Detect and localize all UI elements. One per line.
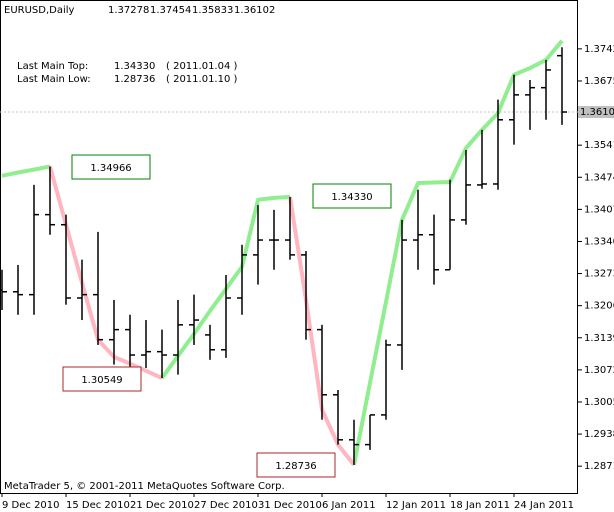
y-tick-label: 1.36750 [584, 76, 614, 87]
annotation-date: ( 2011.01.10 ) [166, 74, 238, 85]
annotation-label: Last Main Low: [17, 74, 91, 85]
y-tick-label: 1.30720 [584, 365, 614, 376]
annotation-label: Last Main Top: [17, 61, 88, 72]
y-tick-label: 1.35410 [584, 140, 614, 151]
point-label-box [62, 366, 142, 392]
chart-title: EURUSD,Daily [4, 5, 75, 16]
header-price: 1.37278 [108, 5, 149, 16]
annotation-date: ( 2011.01.04 ) [166, 61, 238, 72]
y-tick-label: 1.32730 [584, 269, 614, 280]
y-tick-label: 1.34070 [584, 204, 614, 215]
x-tick-label: 12 Jan 2011 [386, 500, 446, 511]
x-tick-label: 27 Dec 2010 [194, 500, 258, 511]
x-tick-label: 24 Jan 2011 [514, 500, 574, 511]
point-label: 1.34966 [90, 163, 131, 174]
point-label-box [312, 183, 392, 209]
annotation-value: 1.34330 [114, 61, 155, 72]
plot-frame [0, 0, 578, 494]
x-tick-label: 9 Dec 2010 [2, 500, 60, 511]
x-tick-label: 21 Dec 2010 [130, 500, 194, 511]
x-tick-label: 31 Dec 2010 [258, 500, 322, 511]
current-price-box [578, 106, 614, 119]
y-tick-label: 1.30050 [584, 397, 614, 408]
x-tick-label: 15 Dec 2010 [66, 500, 130, 511]
point-label-box [256, 452, 336, 478]
annotation-value: 1.28736 [114, 74, 155, 85]
y-tick-label: 1.34740 [584, 172, 614, 183]
y-tick-label: 1.37420 [584, 44, 614, 55]
header-price: 1.37454 [150, 5, 191, 16]
y-tick-label: 1.28710 [584, 461, 614, 472]
x-tick-label: 6 Jan 2011 [322, 500, 376, 511]
point-label: 1.30549 [81, 375, 122, 386]
y-tick-label: 1.29380 [584, 429, 614, 440]
x-tick-label: 18 Jan 2011 [450, 500, 510, 511]
point-label: 1.28736 [275, 461, 316, 472]
point-label: 1.34330 [331, 192, 372, 203]
footer: MetaTrader 5, © 2001-2011 MetaQuotes Sof… [4, 481, 285, 492]
header-price: 1.35833 [192, 5, 233, 16]
point-label-box [71, 154, 151, 180]
current-price-label: 1.36102 [580, 107, 614, 118]
y-tick-label: 1.31390 [584, 333, 614, 344]
header-price: 1.36102 [234, 5, 275, 16]
y-tick-label: 1.33400 [584, 236, 614, 247]
y-tick-label: 1.32060 [584, 301, 614, 312]
